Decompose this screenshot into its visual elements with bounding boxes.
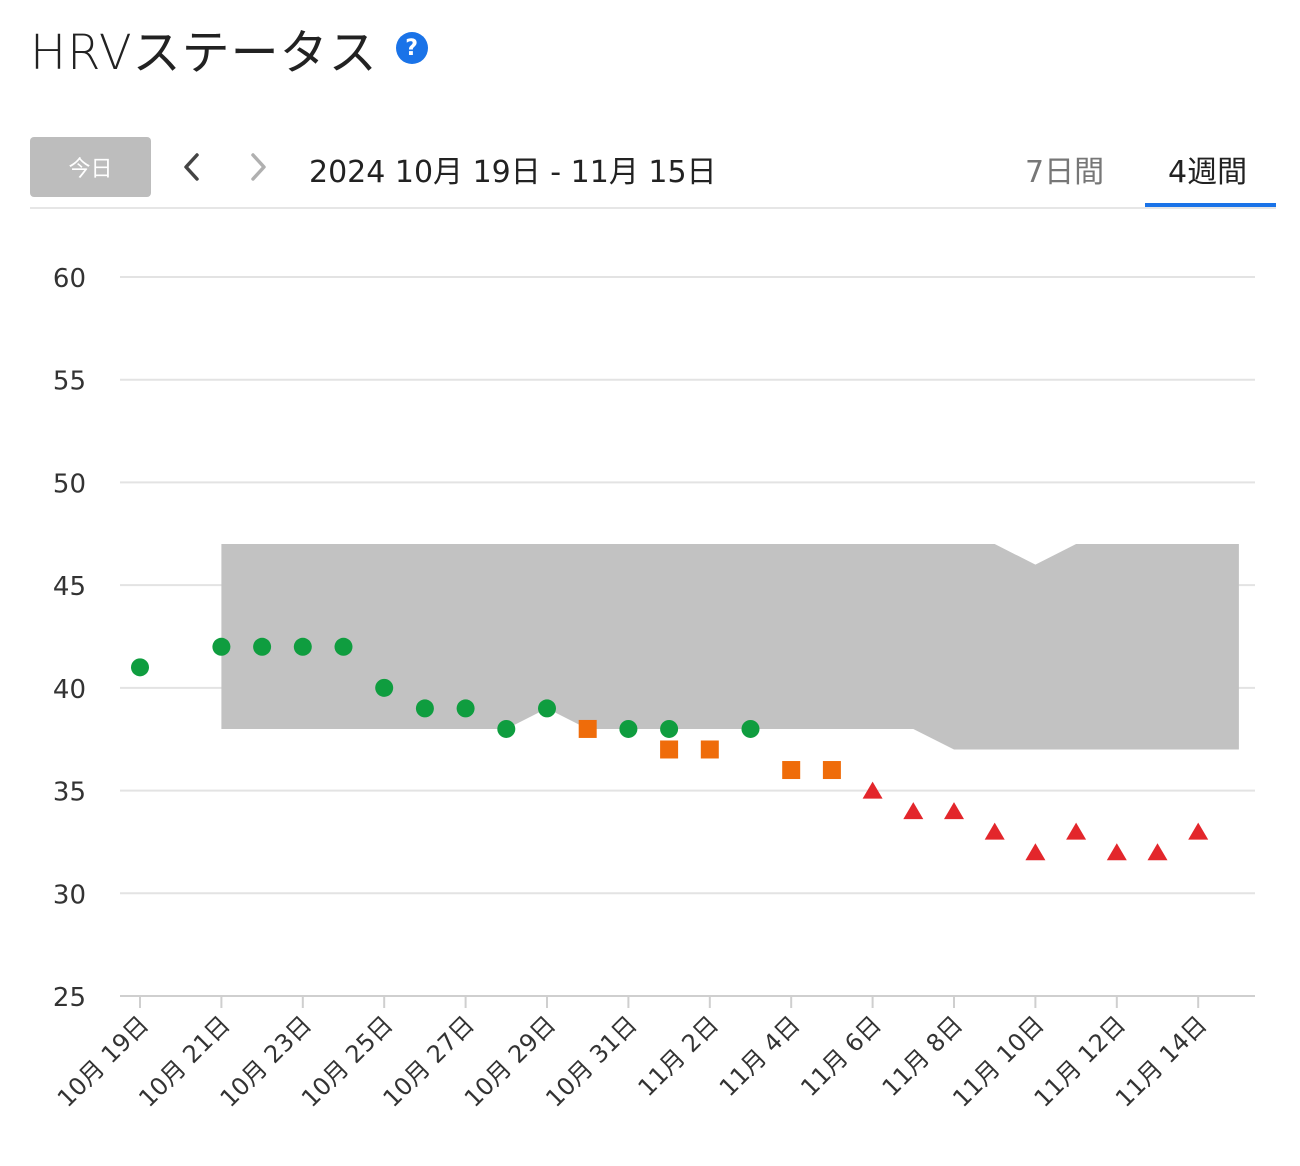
data-point-unbalanced <box>660 740 679 759</box>
y-tick-label: 35 <box>53 778 86 808</box>
data-point-balanced <box>741 719 760 738</box>
data-point-balanced <box>619 719 638 738</box>
data-point-balanced <box>293 637 312 656</box>
data-point-low <box>1066 822 1087 840</box>
data-point-balanced <box>375 678 394 697</box>
data-point-low <box>984 822 1005 840</box>
data-point-low <box>903 802 924 820</box>
data-point-balanced <box>131 658 149 677</box>
data-point-low <box>1025 843 1046 861</box>
active-tab-indicator <box>1145 203 1276 207</box>
y-tick-label: 50 <box>53 469 86 499</box>
data-point-balanced <box>660 719 679 738</box>
y-tick-label: 25 <box>53 983 86 1013</box>
data-point-low <box>944 802 964 820</box>
baseline-band <box>221 544 1239 750</box>
y-tick-label: 55 <box>53 367 86 397</box>
data-point-balanced <box>497 719 516 738</box>
today-button[interactable]: 今日 <box>30 137 151 197</box>
data-point-low <box>862 781 883 799</box>
data-point-low <box>1188 822 1209 840</box>
data-point-balanced <box>538 699 556 718</box>
data-point-balanced <box>334 637 353 656</box>
y-tick-label: 40 <box>53 675 86 705</box>
tab-7-days[interactable]: 7日間 <box>1025 155 1105 190</box>
data-point-balanced <box>212 637 231 656</box>
data-point-balanced <box>415 699 434 718</box>
page-title: HRVステータス <box>30 25 378 81</box>
y-tick-label: 30 <box>53 880 86 910</box>
date-toolbar: 今日 2024 10月 19日 - 11月 15日 7日間 4週間 <box>30 137 1276 207</box>
tab-4-weeks[interactable]: 4週間 <box>1168 155 1248 190</box>
toolbar-divider <box>30 207 1276 209</box>
data-point-balanced <box>253 637 272 656</box>
y-tick-label: 60 <box>53 264 86 294</box>
page-header: HRVステータス ? <box>30 16 428 81</box>
data-point-unbalanced <box>822 761 841 780</box>
question-circle-icon[interactable]: ? <box>395 32 428 64</box>
x-tick-label: 11月 6日 <box>795 1010 887 1102</box>
data-point-low <box>1106 843 1127 861</box>
chevron-left-icon[interactable] <box>172 145 212 189</box>
data-point-low <box>1147 843 1168 861</box>
data-point-unbalanced <box>700 740 719 759</box>
y-tick-label: 45 <box>53 572 86 602</box>
chevron-right-icon[interactable] <box>238 145 278 189</box>
x-tick-label: 11月 2日 <box>633 1010 725 1102</box>
x-tick-label: 11月 4日 <box>714 1010 806 1102</box>
data-point-unbalanced <box>782 761 801 780</box>
date-range-label: 2024 10月 19日 - 11月 15日 <box>309 155 717 190</box>
data-point-unbalanced <box>578 719 597 738</box>
data-point-balanced <box>456 699 475 718</box>
